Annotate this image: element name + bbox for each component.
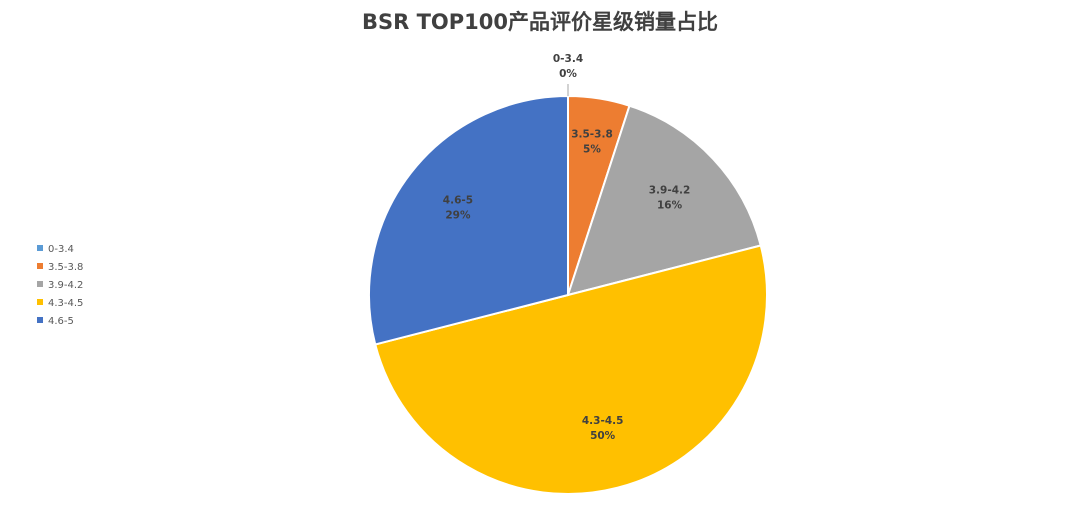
slice-percent-label-1: 5% (583, 144, 601, 156)
legend-swatch-3 (37, 299, 43, 305)
slice-percent-label-2: 16% (657, 200, 683, 212)
legend-label-1: 3.5-3.8 (48, 262, 83, 273)
slice-category-label-3: 4.3-4.5 (582, 415, 624, 427)
chart-title: BSR TOP100产品评价星级销量占比 (362, 10, 718, 34)
legend-label-3: 4.3-4.5 (48, 298, 83, 309)
slice-category-label-0: 0-3.4 (553, 53, 583, 65)
legend-label-0: 0-3.4 (48, 244, 74, 255)
pie-slice-4 (368, 94, 569, 346)
slice-percent-label-0: 0% (559, 68, 577, 80)
pie-slices (368, 94, 768, 495)
slice-category-label-1: 3.5-3.8 (571, 129, 613, 141)
legend-label-4: 4.6-5 (48, 316, 74, 327)
legend-label-2: 3.9-4.2 (48, 280, 83, 291)
slice-category-label-2: 3.9-4.2 (649, 185, 691, 197)
legend-swatch-0 (37, 245, 43, 251)
slice-percent-label-3: 50% (590, 430, 616, 442)
slice-percent-label-4: 29% (445, 210, 471, 222)
legend: 0-3.4 3.5-3.8 3.9-4.2 4.3-4.5 4.6-5 (37, 244, 83, 327)
legend-swatch-2 (37, 281, 43, 287)
pie-slice-3 (374, 244, 768, 495)
legend-swatch-1 (37, 263, 43, 269)
slice-category-label-4: 4.6-5 (443, 195, 473, 207)
legend-swatch-4 (37, 317, 43, 323)
slice-labels: 0-3.4 0% 3.5-3.8 5% 3.9-4.2 16% 4.3-4.5 50% 4.6-… (443, 53, 691, 442)
pie-slice-2 (566, 104, 762, 297)
